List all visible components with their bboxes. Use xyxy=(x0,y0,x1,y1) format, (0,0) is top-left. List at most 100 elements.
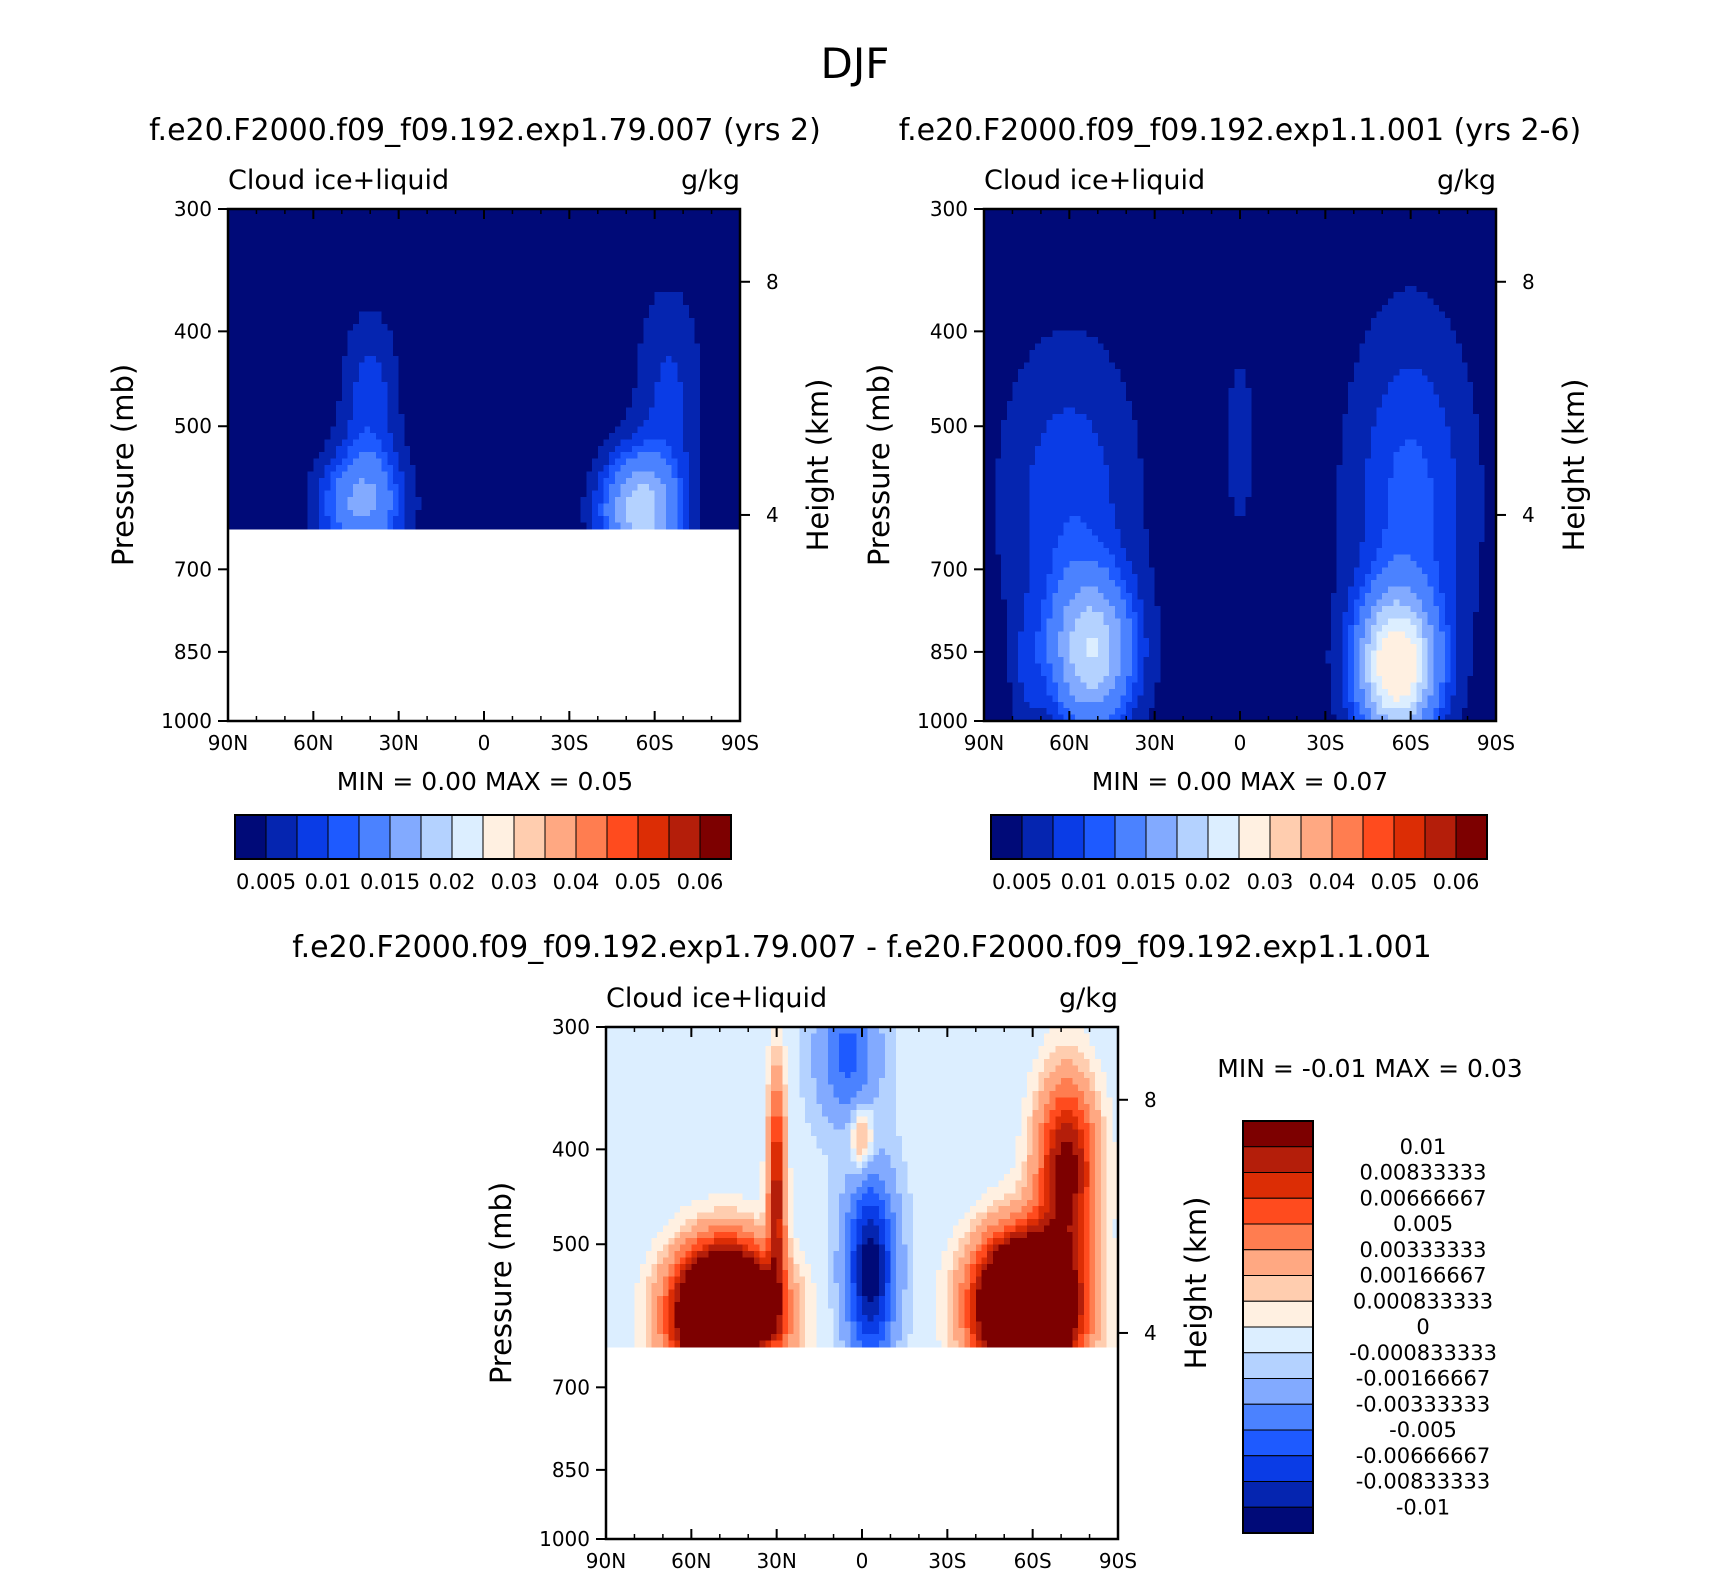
contour-cell xyxy=(614,343,622,351)
contour-cell xyxy=(313,317,320,325)
contour-cell xyxy=(660,388,667,396)
contour-cell xyxy=(228,503,235,511)
contour-cell xyxy=(512,439,519,447)
contour-cell xyxy=(444,260,451,268)
contour-cell xyxy=(484,503,491,511)
contour-cell xyxy=(688,388,696,396)
contour-cell xyxy=(1012,234,1019,242)
contour-cell xyxy=(1018,209,1025,216)
contour-cell xyxy=(614,221,622,229)
contour-cell xyxy=(620,311,627,319)
contour-cell xyxy=(353,273,360,280)
contour-cell xyxy=(1057,215,1065,223)
contour-cell xyxy=(529,484,536,492)
contour-cell xyxy=(711,324,718,332)
contour-cell xyxy=(603,522,610,530)
contour-cell xyxy=(449,362,457,370)
contour-cell xyxy=(660,221,667,229)
contour-cell xyxy=(683,413,690,421)
contour-cell xyxy=(472,394,479,402)
contour-cell xyxy=(455,426,462,434)
contour-cell xyxy=(660,228,667,236)
contour-cell xyxy=(421,305,428,312)
y-tick-label: 1000 xyxy=(161,709,212,733)
contour-cell xyxy=(1285,215,1292,223)
contour-cell xyxy=(438,388,445,396)
contour-cell xyxy=(358,484,366,492)
contour-cell xyxy=(1103,209,1110,216)
contour-cell xyxy=(415,305,423,312)
contour-cell xyxy=(296,509,303,517)
contour-cell xyxy=(1063,234,1070,242)
contour-cell xyxy=(722,381,730,389)
contour-cell xyxy=(540,381,548,389)
contour-cell xyxy=(438,253,445,261)
contour-cell xyxy=(569,209,576,216)
contour-cell xyxy=(569,273,576,280)
contour-cell xyxy=(592,413,599,421)
contour-cell xyxy=(683,394,690,402)
contour-cell xyxy=(250,234,258,242)
contour-cell xyxy=(592,433,599,440)
contour-cell xyxy=(654,516,661,524)
contour-cell xyxy=(392,401,400,408)
contour-cell xyxy=(523,484,531,492)
contour-cell xyxy=(313,381,320,389)
contour-cell xyxy=(557,317,565,325)
contour-cell xyxy=(722,388,730,396)
contour-cell xyxy=(734,413,741,421)
contour-cell xyxy=(432,426,440,434)
contour-cell xyxy=(233,497,240,504)
contour-cell xyxy=(262,241,269,248)
contour-cell xyxy=(597,285,605,293)
contour-cell xyxy=(1422,221,1429,229)
contour-cell xyxy=(375,234,383,242)
contour-cell xyxy=(700,369,707,376)
contour-cell xyxy=(626,241,633,248)
contour-cell xyxy=(580,337,587,344)
contour-cell xyxy=(262,356,269,364)
contour-cell xyxy=(575,503,582,511)
x-tick-label: 60S xyxy=(636,731,674,755)
contour-cell xyxy=(245,337,252,344)
contour-cell xyxy=(671,439,679,447)
contour-cell xyxy=(563,330,570,338)
contour-cell xyxy=(347,298,354,306)
contour-cell xyxy=(660,349,667,357)
contour-cell xyxy=(284,247,292,255)
contour-cell xyxy=(381,477,388,485)
contour-cell xyxy=(267,458,275,466)
contour-cell xyxy=(444,452,451,460)
contour-cell xyxy=(1063,209,1070,216)
contour-cell xyxy=(683,241,690,248)
contour-cell xyxy=(387,292,394,300)
contour-cell xyxy=(580,298,587,306)
contour-cell xyxy=(717,413,724,421)
contour-cell xyxy=(512,356,519,364)
contour-cell xyxy=(262,426,269,434)
contour-cell xyxy=(410,215,417,223)
contour-cell xyxy=(688,465,696,472)
contour-cell xyxy=(552,317,559,325)
contour-cell xyxy=(375,420,383,428)
contour-cell xyxy=(466,273,474,280)
contour-cell xyxy=(245,503,252,511)
contour-cell xyxy=(683,458,690,466)
contour-cell xyxy=(540,215,548,223)
contour-cell xyxy=(444,388,451,396)
contour-cell xyxy=(455,279,462,287)
colorbar-swatch xyxy=(575,814,608,860)
contour-cell xyxy=(603,311,610,319)
contour-cell xyxy=(347,241,354,248)
contour-cell xyxy=(279,413,286,421)
contour-cell xyxy=(489,394,496,402)
contour-cell xyxy=(262,215,269,223)
contour-cell xyxy=(250,330,258,338)
contour-cell xyxy=(387,426,394,434)
contour-cell xyxy=(313,234,320,242)
contour-cell xyxy=(1353,228,1361,236)
contour-cell xyxy=(444,317,451,325)
contour-cell xyxy=(398,292,405,300)
contour-cell xyxy=(523,260,531,268)
contour-cell xyxy=(370,465,377,472)
